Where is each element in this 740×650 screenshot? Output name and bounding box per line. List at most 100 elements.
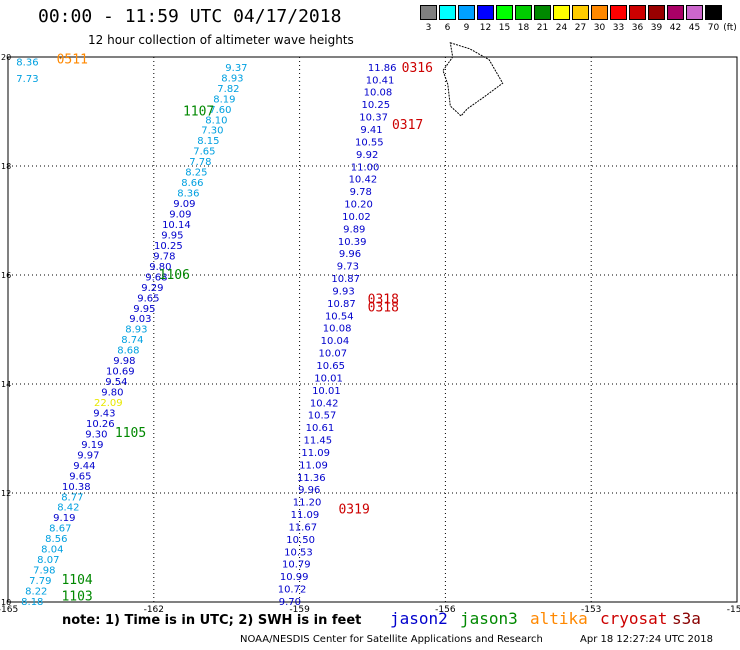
lon-tick-label: -165 [0,605,18,615]
lon-tick-label: -150 [727,605,740,615]
lat-tick-label: 10 [1,598,11,607]
wave-height-value: 8.10 [205,115,227,126]
legend-swatch [477,5,494,20]
wave-height-value: 10.87 [331,274,360,285]
wave-height-value: 11.09 [299,460,328,471]
wave-height-value: 11.20 [293,498,322,509]
satellite-name: altika [530,609,588,628]
wave-height-value: 7.98 [33,566,55,577]
wave-height-value: 7.73 [16,74,38,85]
lon-tick-label: -156 [435,605,456,615]
wave-height-value: 9.65 [69,471,91,482]
legend-swatch [705,5,722,20]
island-outline [442,42,504,117]
wave-height-value: 9.95 [133,304,155,315]
wave-height-value: 8.22 [25,587,47,598]
legend-label: 9 [463,23,470,33]
wave-height-value: 10.87 [327,299,356,310]
wave-height-value: 10.42 [349,175,378,186]
pass-time-label: 1105 [115,426,146,441]
wave-height-value: 7.60 [209,105,231,116]
wave-height-value: 10.20 [344,200,373,211]
wave-height-value: 10.07 [319,349,348,360]
wave-height-value: 8.67 [49,524,71,535]
lon-tick-label: -153 [581,605,601,615]
wave-height-value: 10.14 [162,220,191,231]
wave-height-value: 11.67 [288,522,317,533]
wave-height-value: 10.25 [361,100,390,111]
legend-swatch [515,5,532,20]
legend-swatch [458,5,475,20]
wave-height-value: 9.73 [337,262,359,273]
wave-height-value: 8.36 [16,57,38,68]
legend-swatch [629,5,646,20]
wave-height-value: 8.77 [61,492,83,503]
wave-height-value: 9.96 [298,485,320,496]
legend-label: 15 [498,23,511,33]
wave-height-value: 9.70 [279,597,301,608]
wave-height-value: 9.80 [149,262,171,273]
legend-label: 3 [425,23,432,33]
wave-height-value: 7.79 [29,576,51,587]
wave-height-value: 9.98 [113,356,135,367]
footnote: note: 1) Time is in UTC; 2) SWH is in fe… [62,613,362,628]
wave-height-value: 10.53 [284,547,313,558]
wave-height-value: 10.02 [342,212,371,223]
legend-swatch [667,5,684,20]
wave-height-value: 11.00 [351,162,380,173]
legend-swatch [534,5,551,20]
wave-height-value: 8.25 [185,168,207,179]
lat-tick-label: 18 [1,162,11,171]
legend-swatch [572,5,589,20]
wave-height-value: 8.19 [213,94,235,105]
wave-height-value: 11.45 [303,436,332,447]
wave-height-value: 7.82 [217,84,239,95]
wave-height-value: 9.09 [169,210,191,221]
wave-height-value: 9.44 [73,461,95,472]
wave-height-value: 10.54 [325,311,354,322]
wave-height-value: 9.97 [77,450,99,461]
pass-time-label: 0318 [368,293,399,308]
timestamp: Apr 18 12:27:24 UTC 2018 [580,634,713,645]
map-frame [7,56,738,603]
wave-height-value: 8.04 [41,545,63,556]
wave-height-value: 9.41 [360,125,382,136]
wave-height-value: 9.19 [81,440,103,451]
wave-height-value: 10.08 [323,324,352,335]
wave-height-value: 8.07 [37,555,59,566]
wave-height-value: 9.68 [145,272,167,283]
wave-height-value: 10.39 [338,237,367,248]
wave-height-value: 9.09 [173,199,195,210]
wave-height-value: 10.69 [106,367,135,378]
legend-label: 12 [479,23,492,33]
wave-height-value: 11.09 [301,448,330,459]
wave-height-value: 10.41 [366,75,395,86]
legend-label: 42 [669,23,682,33]
legend-swatch [420,5,437,20]
legend-label: 30 [593,23,606,33]
wave-height-value: 7.30 [201,126,223,137]
wave-height-value: 9.65 [137,293,159,304]
lat-tick-label: 12 [1,489,11,498]
wave-height-value: 9.37 [225,63,247,74]
wave-height-value: 9.80 [101,388,123,399]
legend-label: 70 [707,23,720,33]
pass-time-label: 0317 [392,118,423,133]
pass-time-label: 0318 [368,301,399,316]
wave-height-value: 10.04 [321,336,350,347]
wave-height-value: 8.18 [21,597,43,608]
legend-label: 33 [612,23,625,33]
pass-time-label: 1103 [61,590,92,605]
lon-tick-label: -159 [289,605,310,615]
legend-swatch [648,5,665,20]
wave-height-value: 9.92 [356,150,378,161]
map-subtitle: 12 hour collection of altimeter wave hei… [88,33,354,47]
wave-height-value: 10.99 [280,572,309,583]
satellite-name: s3a [672,609,701,628]
pass-time-label: 1107 [183,105,214,120]
wave-height-value: 10.38 [62,482,91,493]
wave-height-value: 10.01 [312,386,341,397]
lon-tick-label: -162 [144,605,164,615]
pass-time-label: 0316 [402,61,433,76]
